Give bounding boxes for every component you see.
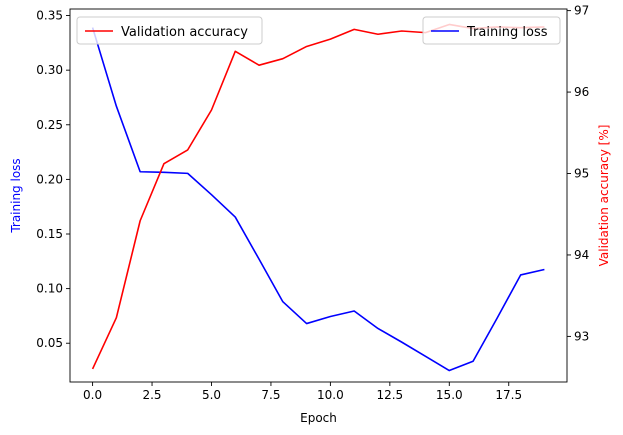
x-axis-label: Epoch	[300, 411, 337, 425]
left-y-axis-label: Training loss	[9, 158, 23, 233]
x-tick-label: 17.5	[495, 388, 522, 402]
legend-label: Training loss	[466, 25, 548, 40]
x-tick-label: 2.5	[142, 388, 161, 402]
x-tick-label: 10.0	[317, 388, 344, 402]
x-tick-label: 7.5	[261, 388, 280, 402]
x-tick-label: 5.0	[202, 388, 221, 402]
legend-layer: Validation accuracy Training loss	[76, 16, 561, 45]
right-y-tick-label: 94	[574, 248, 589, 262]
left-y-tick-label: 0.20	[36, 172, 63, 186]
legend-upper-left: Validation accuracy	[76, 16, 263, 45]
axes-frame	[69, 8, 568, 383]
right-y-tick-label: 97	[574, 4, 589, 18]
legend-label: Validation accuracy	[121, 25, 248, 40]
axes-layer: 0.0 2.5 5.0 7.5 10.0 12.5 15.0 17.5 0.05 0.10 0.15…	[9, 4, 611, 425]
left-y-tick-label: 0.05	[36, 336, 63, 350]
series-line-0	[91, 27, 545, 372]
left-y-tick-label: 0.10	[36, 282, 63, 296]
x-tick-label: 0.0	[83, 388, 102, 402]
right-y-tick-label: 95	[574, 167, 589, 181]
x-tick-label: 15.0	[436, 388, 463, 402]
left-y-tick-label: 0.25	[36, 118, 63, 132]
right-y-tick-label: 96	[574, 85, 589, 99]
left-y-tick-label: 0.35	[36, 9, 63, 23]
legend-upper-right: Training loss	[422, 16, 561, 45]
legend-box	[422, 16, 561, 45]
legend-box	[76, 16, 263, 45]
left-y-tick-label: 0.15	[36, 227, 63, 241]
right-y-axis-label: Validation accuracy [%]	[597, 125, 611, 267]
x-tick-label: 12.5	[376, 388, 403, 402]
right-y-tick-label: 93	[574, 329, 589, 343]
left-y-tick-label: 0.30	[36, 63, 63, 77]
